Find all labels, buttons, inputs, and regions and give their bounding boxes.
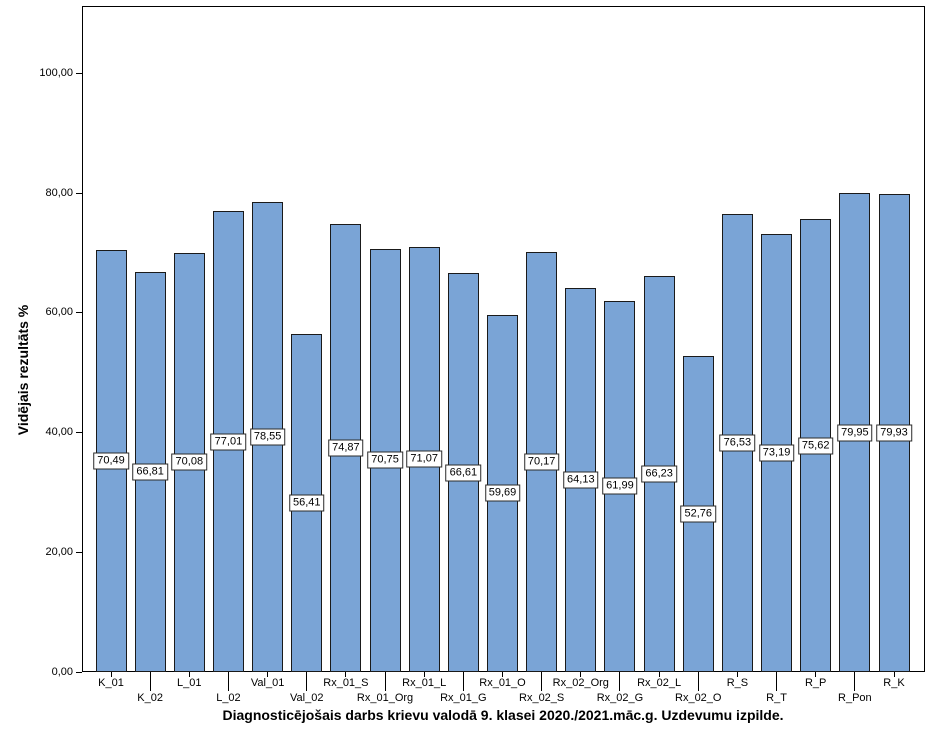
y-axis-tick-label: 100,00 — [39, 67, 73, 79]
x-axis-tick-label: Rx_01_G — [440, 692, 487, 704]
x-axis-tick-label: R_Pon — [838, 692, 872, 704]
x-axis-tick-label: L_01 — [177, 677, 202, 689]
x-axis-tick-label: Rx_02_Org — [552, 677, 609, 689]
x-axis-tick-label: R_P — [804, 677, 827, 689]
bar-value-label: 73,19 — [758, 444, 795, 462]
y-axis-tick-label: 80,00 — [45, 186, 73, 199]
x-axis-tick-label: K_01 — [98, 677, 124, 689]
y-axis-tick — [76, 671, 82, 673]
y-axis-tick — [76, 312, 82, 314]
x-axis-tick-label: Rx_01_L — [402, 677, 447, 689]
bar-value-label: 70,17 — [523, 453, 560, 471]
y-axis-tick-label: 0,00 — [51, 665, 73, 678]
x-axis-tick — [306, 672, 308, 691]
bar-value-label: 74,87 — [328, 439, 364, 457]
bar-value-label: 79,93 — [876, 424, 912, 442]
x-axis-tick-label: Val_01 — [250, 677, 285, 689]
bar-value-label: 70,49 — [93, 452, 129, 470]
x-axis-tick-label: Rx_02_O — [675, 692, 722, 704]
bar-value-label: 66,81 — [132, 463, 168, 481]
bar-value-label: 66,61 — [445, 464, 482, 482]
bar-value-label: 52,76 — [680, 505, 717, 523]
x-axis-tick — [188, 672, 190, 677]
x-axis-tick — [149, 672, 151, 691]
x-axis-tick — [345, 672, 347, 677]
x-axis-tick — [267, 672, 269, 677]
bar-value-label: 71,07 — [406, 450, 442, 468]
chart-title: Diagnosticējošais darbs krievu valodā 9.… — [222, 707, 784, 723]
x-axis-tick — [854, 672, 856, 691]
bar-value-label: 78,55 — [249, 428, 286, 446]
x-axis-tick-label: Rx_02_S — [519, 692, 565, 704]
y-axis-tick — [76, 73, 82, 74]
x-axis-tick — [815, 672, 817, 677]
x-axis-tick-label: Val_02 — [290, 692, 324, 704]
x-axis-tick — [541, 672, 543, 691]
x-axis-tick — [423, 672, 425, 677]
bar-value-label: 76,53 — [719, 434, 756, 452]
x-axis-tick-label: Rx_02_G — [596, 692, 644, 704]
x-axis-tick — [697, 672, 699, 691]
y-axis-tick-label: 40,00 — [45, 426, 73, 439]
y-axis-tick — [76, 432, 82, 434]
x-axis-tick — [502, 672, 503, 677]
bar-value-label: 64,13 — [563, 471, 599, 489]
x-axis-tick — [462, 672, 464, 691]
x-axis-tick — [776, 672, 778, 691]
x-axis-tick — [227, 672, 229, 691]
bar-value-label: 79,95 — [837, 424, 873, 442]
bar-value-label: 61,99 — [602, 477, 638, 495]
bar-value-label: 70,75 — [367, 451, 403, 469]
x-axis-tick-label: Rx_01_Org — [356, 692, 414, 704]
x-axis-tick — [736, 672, 738, 677]
bar-value-label: 70,08 — [171, 453, 208, 471]
y-axis-tick-label: 60,00 — [45, 306, 73, 319]
bar-value-label: 77,01 — [210, 433, 247, 451]
x-axis-tick-label: R_T — [766, 692, 787, 704]
x-axis-tick-label: R_S — [726, 677, 749, 689]
x-axis-tick-label: Rx_01_S — [323, 677, 369, 689]
x-axis-tick — [619, 672, 621, 691]
bar-value-label: 75,62 — [797, 437, 834, 455]
x-axis-tick — [580, 672, 582, 677]
x-axis-tick — [893, 672, 895, 677]
y-axis-tick — [76, 551, 82, 553]
bar-value-label: 59,69 — [484, 484, 521, 502]
y-axis-tick — [76, 192, 82, 194]
x-axis-tick-label: R_K — [883, 677, 905, 689]
bar-value-label: 66,23 — [641, 465, 677, 483]
bar-value-label: 56,41 — [288, 494, 325, 512]
y-axis-title: Vidējais rezultāts % — [15, 304, 31, 436]
x-axis-tick-label: Rx_02_L — [637, 677, 682, 689]
y-axis-tick-label: 20,00 — [45, 545, 73, 558]
x-axis-tick-label: L_02 — [216, 692, 241, 704]
x-axis-tick-label: K_02 — [137, 692, 163, 704]
x-axis-tick — [384, 672, 386, 691]
x-axis-tick — [658, 672, 660, 677]
x-axis-tick-label: Rx_01_O — [479, 677, 526, 689]
x-axis-tick — [110, 672, 112, 677]
